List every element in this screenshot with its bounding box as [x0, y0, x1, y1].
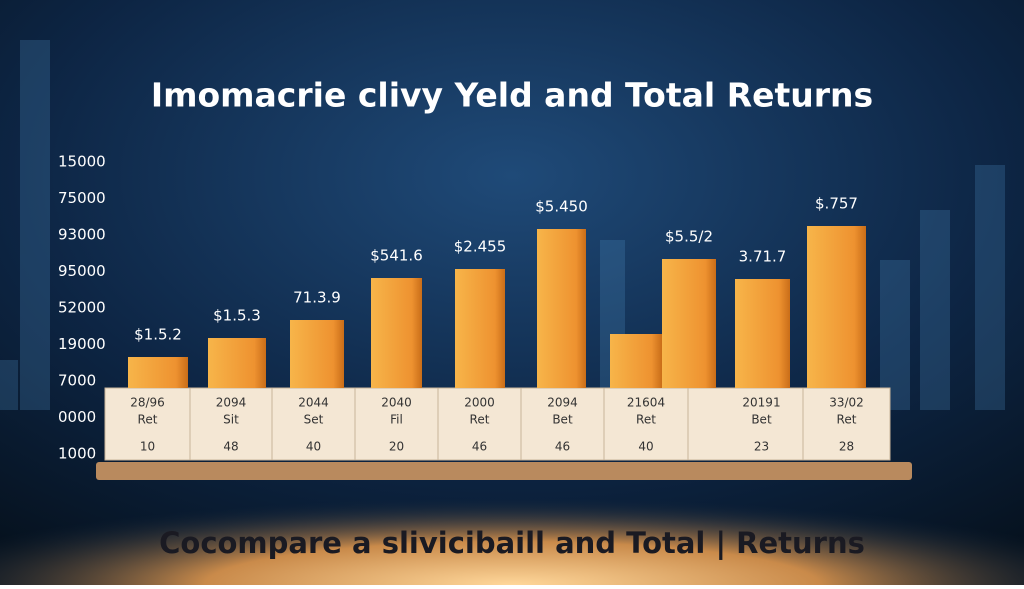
y-axis-label: 15000 — [58, 153, 106, 171]
table-cell: 40 — [306, 440, 321, 454]
table-cell: 2000 — [464, 396, 495, 410]
table-cell: 28 — [839, 440, 854, 454]
y-axis-label: 19000 — [58, 335, 106, 353]
table-cell: Ret — [837, 413, 857, 427]
table-cell: 33/02 — [829, 396, 864, 410]
y-axis-label: 95000 — [58, 262, 106, 280]
table-cell: Ret — [636, 413, 656, 427]
y-axis-label: 1000 — [58, 445, 96, 463]
backdrop-bars — [0, 40, 1005, 410]
table-panel — [104, 387, 891, 461]
bar — [290, 320, 344, 388]
table-cell: 48 — [223, 440, 238, 454]
table-cell: 21604 — [627, 396, 665, 410]
bar — [610, 334, 662, 388]
table-cell: 2040 — [381, 396, 412, 410]
bar — [735, 279, 790, 388]
value-label: $541.6 — [370, 247, 423, 265]
chart-title: Imomacrie clivy Yeld and Total Returns — [151, 76, 873, 115]
table-cell: 23 — [754, 440, 769, 454]
y-axis-label: 0000 — [58, 408, 96, 426]
bar — [807, 226, 866, 388]
value-label: $5.450 — [535, 198, 588, 216]
bar — [455, 269, 505, 388]
bar — [371, 278, 422, 388]
table-cell: Bet — [751, 413, 772, 427]
bar — [128, 357, 188, 388]
table-cell: 20 — [389, 440, 404, 454]
value-label: $5.5/2 — [665, 228, 713, 246]
table-cell: Sit — [223, 413, 239, 427]
table-cell: 40 — [638, 440, 653, 454]
table-cell: 46 — [472, 440, 487, 454]
table-cell: 46 — [555, 440, 570, 454]
table-cell: 20191 — [742, 396, 780, 410]
y-axis-label: 52000 — [58, 299, 106, 317]
table-cell: 2044 — [298, 396, 329, 410]
value-label: $.757 — [815, 195, 858, 213]
value-label: $2.455 — [454, 238, 507, 256]
table-cell: Ret — [470, 413, 490, 427]
table-cell: Bet — [552, 413, 573, 427]
table-cell: Ret — [138, 413, 158, 427]
glow — [0, 440, 1024, 585]
y-axis-label: 75000 — [58, 189, 106, 207]
value-label: $1.5.2 — [134, 326, 182, 344]
y-axis-label: 7000 — [58, 372, 96, 390]
value-label: $1.5.3 — [213, 307, 261, 325]
bar — [662, 259, 716, 388]
table-cell: 28/96 — [130, 396, 165, 410]
table-cell: 2094 — [216, 396, 247, 410]
table-cell: Fil — [390, 413, 403, 427]
caption: Cocompare a slivicibaill and Total | Ret… — [159, 526, 865, 560]
bar — [208, 338, 266, 388]
value-label: 3.71.7 — [739, 248, 787, 266]
table-cell: Set — [304, 413, 324, 427]
table-cell: 10 — [140, 440, 155, 454]
value-label: 71.3.9 — [293, 289, 341, 307]
bar — [537, 229, 586, 388]
table-cell: 2094 — [547, 396, 578, 410]
platform — [96, 462, 912, 480]
y-axis-label: 93000 — [58, 226, 106, 244]
